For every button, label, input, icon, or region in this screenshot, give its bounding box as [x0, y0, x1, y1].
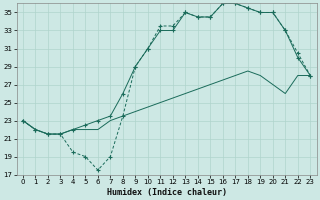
X-axis label: Humidex (Indice chaleur): Humidex (Indice chaleur) [107, 188, 227, 197]
